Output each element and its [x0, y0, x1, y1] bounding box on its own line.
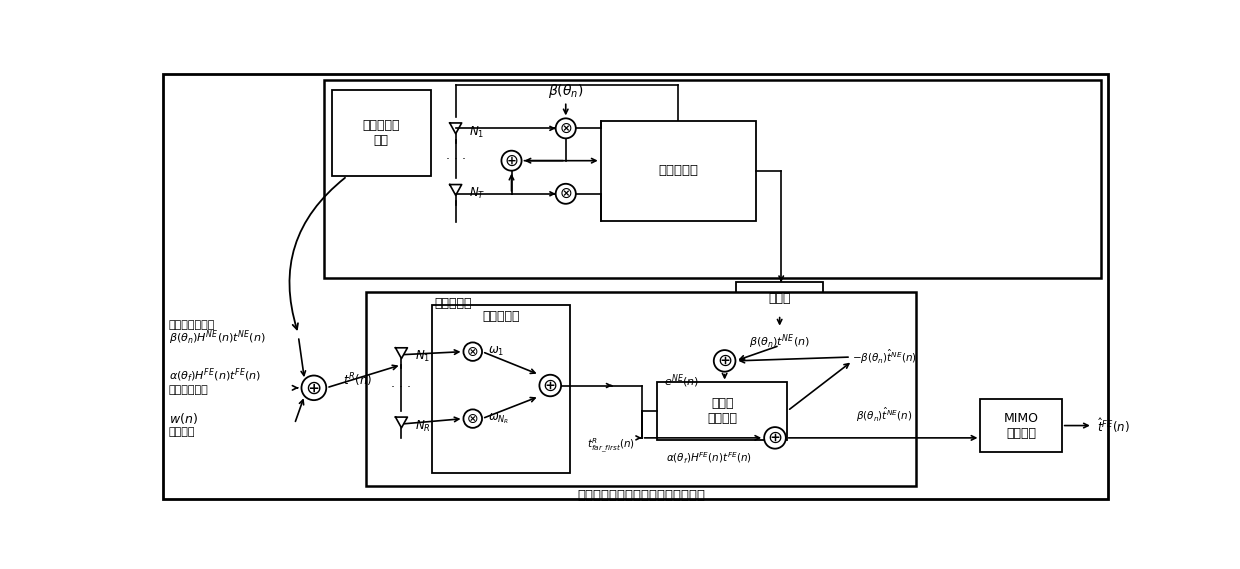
- Bar: [433, 306, 570, 473]
- Text: $\beta(\theta_n)H^{NE}(n)t^{NE}(n)$: $\beta(\theta_n)H^{NE}(n)t^{NE}(n)$: [169, 328, 265, 347]
- Text: ⊗: ⊗: [467, 345, 479, 358]
- Text: ⊗: ⊗: [467, 411, 479, 426]
- Text: ⊕: ⊕: [717, 352, 732, 370]
- Text: $N_T$: $N_T$: [469, 186, 485, 201]
- Text: 高斯噪声: 高斯噪声: [169, 427, 196, 438]
- Text: $N_1$: $N_1$: [415, 349, 430, 364]
- Circle shape: [464, 409, 482, 428]
- Circle shape: [464, 343, 482, 361]
- Text: 接收端信道
反馈: 接收端信道 反馈: [362, 119, 401, 147]
- Text: 近端发送端: 近端发送端: [658, 164, 698, 177]
- Text: 耦合器: 耦合器: [769, 292, 791, 305]
- Text: $-\beta(\theta_n)\hat{t}^{NE}(n)$: $-\beta(\theta_n)\hat{t}^{NE}(n)$: [853, 348, 918, 366]
- Text: $N_R$: $N_R$: [415, 419, 432, 434]
- Text: $\alpha(\theta_f)H^{FE}(n)t^{FE}(n)$: $\alpha(\theta_f)H^{FE}(n)t^{FE}(n)$: [666, 451, 753, 467]
- Circle shape: [539, 375, 560, 396]
- Text: ⊕: ⊕: [505, 152, 518, 170]
- Circle shape: [714, 350, 735, 372]
- Circle shape: [501, 151, 522, 171]
- Text: $N_1$: $N_1$: [469, 125, 484, 140]
- Text: $\hat{t}^{FE}(n)$: $\hat{t}^{FE}(n)$: [1096, 416, 1130, 435]
- Text: · · ·: · · ·: [445, 152, 466, 166]
- Circle shape: [556, 118, 575, 138]
- Bar: [981, 399, 1061, 452]
- Text: · · ·: · · ·: [392, 381, 412, 394]
- Text: 近端自干扰信号: 近端自干扰信号: [169, 320, 216, 329]
- Text: $\beta(\theta_n)$: $\beta(\theta_n)$: [548, 83, 584, 100]
- Text: $t^R(n)$: $t^R(n)$: [343, 372, 373, 389]
- Text: $t^R_{far\_first}(n)$: $t^R_{far\_first}(n)$: [587, 436, 635, 455]
- Text: 波束成型器: 波束成型器: [482, 310, 520, 323]
- Bar: [324, 80, 1101, 278]
- Bar: [657, 382, 787, 440]
- Text: MIMO
译码检测: MIMO 译码检测: [1004, 411, 1039, 440]
- Text: $\omega_1$: $\omega_1$: [489, 345, 505, 358]
- Text: $\beta(\theta_n)\hat{t}^{NE}(n)$: $\beta(\theta_n)\hat{t}^{NE}(n)$: [857, 406, 913, 424]
- Text: 近端接收端: 近端接收端: [434, 296, 471, 310]
- Text: $e^{NE}(n)$: $e^{NE}(n)$: [665, 373, 699, 390]
- Circle shape: [301, 376, 326, 400]
- Text: 自适应
滤波处理: 自适应 滤波处理: [707, 397, 738, 425]
- Text: ⊕: ⊕: [306, 378, 322, 397]
- Bar: [737, 282, 823, 315]
- Text: ⊗: ⊗: [559, 121, 572, 136]
- Text: $\alpha(\theta_f)H^{FE}(n)t^{FE}(n)$: $\alpha(\theta_f)H^{FE}(n)t^{FE}(n)$: [169, 367, 262, 385]
- Text: 远端有用信号: 远端有用信号: [169, 385, 208, 395]
- Text: $\omega_{N_R}$: $\omega_{N_R}$: [489, 411, 510, 426]
- Bar: [600, 121, 755, 221]
- Circle shape: [556, 184, 575, 204]
- Text: ⊕: ⊕: [543, 377, 558, 394]
- Bar: [366, 291, 916, 485]
- Text: 无线全双工通信收发机（近端节点）: 无线全双工通信收发机（近端节点）: [577, 489, 704, 502]
- Text: $w(n)$: $w(n)$: [169, 411, 198, 426]
- Text: $\beta(\theta_n)t^{NE}(n)$: $\beta(\theta_n)t^{NE}(n)$: [749, 332, 810, 351]
- Bar: [332, 90, 432, 176]
- Circle shape: [764, 427, 786, 449]
- Text: ⊗: ⊗: [559, 186, 572, 201]
- Text: ⊕: ⊕: [768, 429, 782, 447]
